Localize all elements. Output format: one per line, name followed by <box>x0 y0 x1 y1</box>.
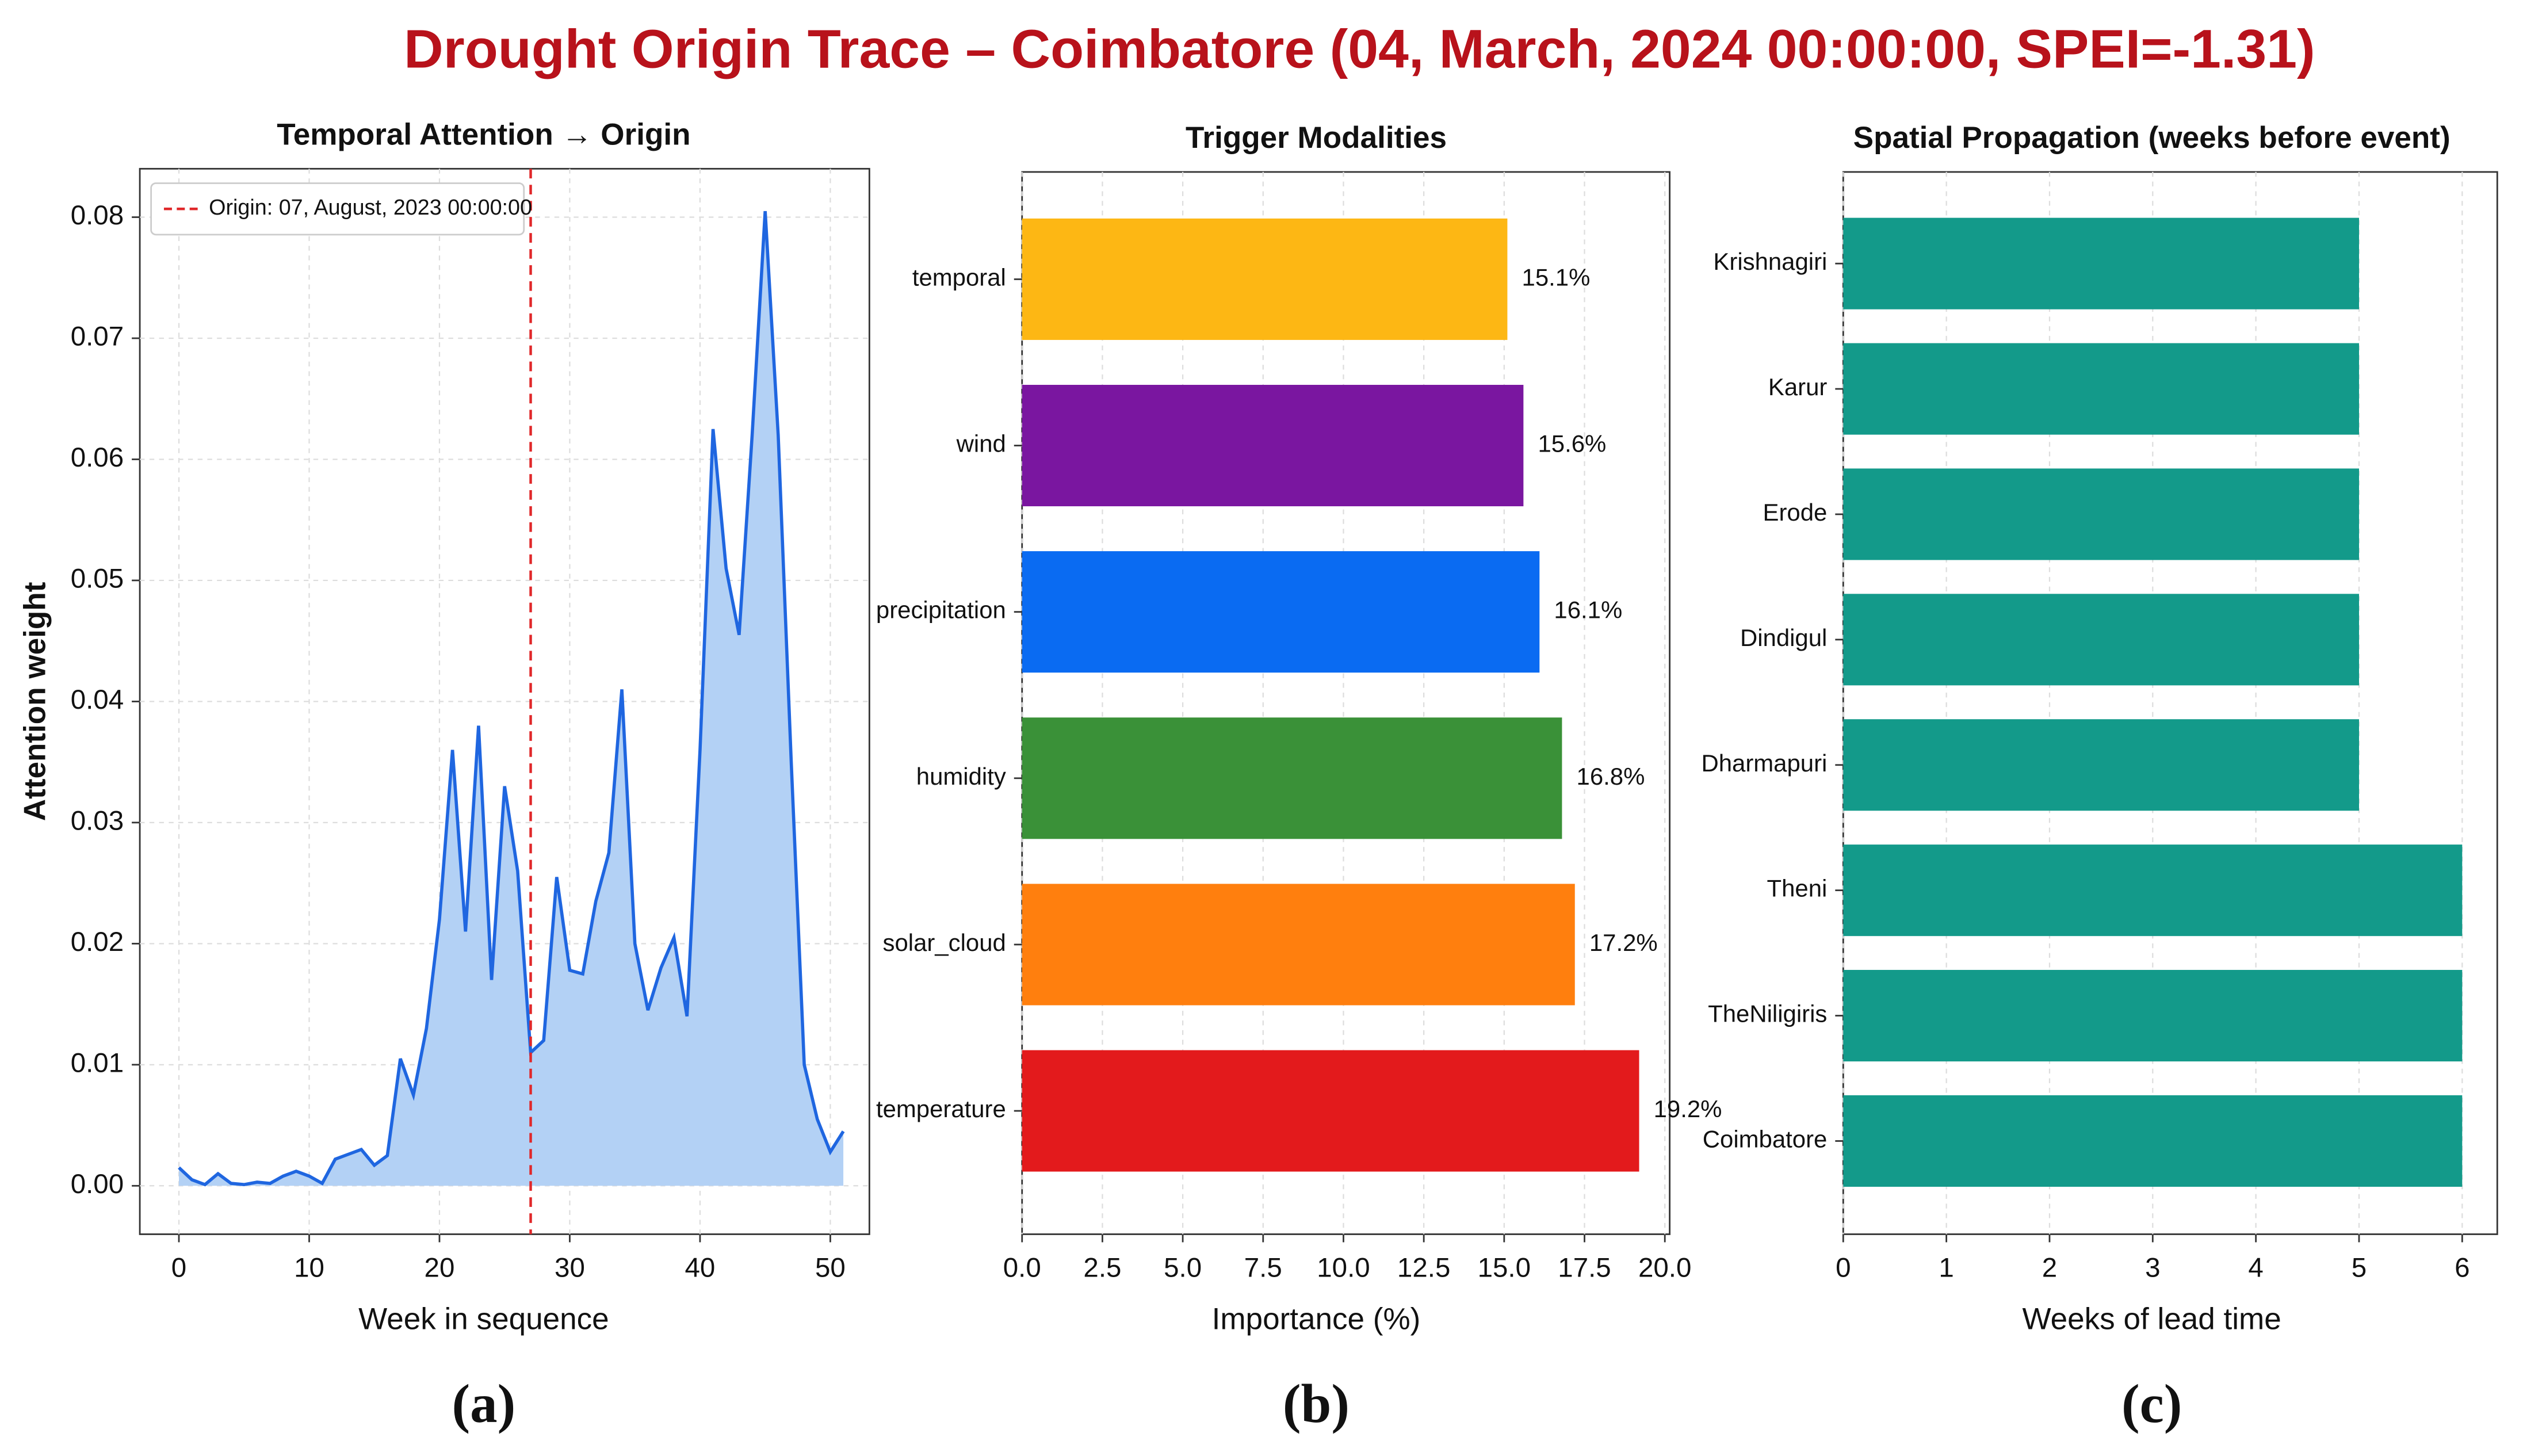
page-title: Drought Origin Trace – Coimbatore (04, M… <box>404 18 2315 79</box>
y-tick-label: 0.06 <box>71 442 124 473</box>
value-label: 17.2% <box>1589 929 1658 956</box>
x-tick-label: 5 <box>2352 1252 2367 1283</box>
x-axis-label: Importance (%) <box>1212 1302 1421 1336</box>
y-tick-label: Dindigul <box>1740 624 1827 651</box>
value-label: 19.2% <box>1654 1095 1722 1122</box>
x-tick-label: 40 <box>685 1252 716 1283</box>
value-label: 15.1% <box>1522 263 1591 291</box>
bar <box>1843 970 2463 1062</box>
subplot-title: Temporal Attention → Origin <box>277 117 690 151</box>
bar <box>1843 468 2359 560</box>
x-tick-label: 20.0 <box>1638 1252 1691 1283</box>
x-tick-label: 17.5 <box>1558 1252 1611 1283</box>
x-tick-label: 1 <box>1939 1252 1954 1283</box>
x-tick-label: 0 <box>171 1252 186 1283</box>
bar <box>1022 717 1562 839</box>
y-tick-label: TheNiligiris <box>1708 1000 1827 1027</box>
bar <box>1022 384 1524 507</box>
y-tick-label: wind <box>956 430 1006 457</box>
bar <box>1022 1050 1639 1172</box>
legend-box <box>150 182 525 236</box>
y-tick-label: temporal <box>912 263 1006 291</box>
y-tick-label: solar_cloud <box>883 929 1006 956</box>
y-tick-label: 0.07 <box>71 322 124 352</box>
x-tick-label: 3 <box>2145 1252 2160 1283</box>
plot-frame <box>1842 171 2498 1235</box>
value-label: 16.1% <box>1554 597 1622 624</box>
y-tick-label: 0.04 <box>71 685 124 715</box>
x-tick-label: 10 <box>294 1252 324 1283</box>
x-axis-label: Weeks of lead time <box>2023 1302 2281 1336</box>
bar <box>1022 218 1508 340</box>
bar <box>1843 594 2359 686</box>
bar <box>1843 844 2463 937</box>
bar <box>1843 719 2359 811</box>
x-tick-label: 4 <box>2248 1252 2263 1283</box>
y-tick-label: 0.01 <box>71 1048 124 1078</box>
x-tick-label: 2 <box>2042 1252 2057 1283</box>
y-tick-label: 0.08 <box>71 200 124 231</box>
y-tick-label: humidity <box>916 763 1006 790</box>
y-tick-label: Erode <box>1763 499 1828 526</box>
x-tick-label: 6 <box>2455 1252 2470 1283</box>
x-tick-label: 12.5 <box>1397 1252 1450 1283</box>
bar <box>1843 343 2359 435</box>
x-tick-label: 50 <box>815 1252 846 1283</box>
value-label: 15.6% <box>1538 430 1606 457</box>
x-tick-label: 15.0 <box>1478 1252 1531 1283</box>
subplot-title: Spatial Propagation (weeks before event) <box>1853 121 2451 155</box>
legend-label: Origin: 07, August, 2023 00:00:00 <box>209 195 532 219</box>
x-axis-label: Week in sequence <box>358 1302 609 1336</box>
y-tick-label: 0.02 <box>71 927 124 957</box>
x-tick-label: 5.0 <box>1164 1252 1202 1283</box>
value-label: 16.8% <box>1577 763 1645 790</box>
bar <box>1843 1095 2463 1187</box>
line <box>178 211 845 1187</box>
y-tick-label: 0.03 <box>71 805 124 836</box>
x-tick-label: 7.5 <box>1244 1252 1282 1283</box>
subplot-title: Trigger Modalities <box>1186 121 1447 155</box>
y-tick-label: temperature <box>876 1095 1006 1122</box>
y-tick-label: Dharmapuri <box>1702 750 1828 777</box>
y-tick-label: Theni <box>1767 875 1828 902</box>
x-tick-label: 2.5 <box>1083 1252 1121 1283</box>
panel-label: (b) <box>1283 1373 1350 1434</box>
y-tick-label: precipitation <box>876 597 1006 624</box>
y-axis-label: Attention weight <box>18 582 52 821</box>
x-tick-label: 10.0 <box>1317 1252 1370 1283</box>
area <box>179 211 844 1186</box>
y-tick-label: Krishnagiri <box>1713 248 1827 275</box>
bar <box>1022 551 1540 673</box>
panel-label: (a) <box>452 1373 516 1434</box>
panel-label: (c) <box>2121 1373 2182 1434</box>
y-tick-label: 0.00 <box>71 1169 124 1199</box>
x-tick-label: 0.0 <box>1003 1252 1041 1283</box>
bar <box>1022 884 1575 1006</box>
y-tick-label: 0.05 <box>71 563 124 594</box>
x-tick-label: 30 <box>555 1252 585 1283</box>
x-tick-label: 0 <box>1836 1252 1851 1283</box>
bar <box>1843 217 2359 309</box>
y-tick-label: Karur <box>1768 373 1827 400</box>
x-tick-label: 20 <box>425 1252 455 1283</box>
y-tick-label: Coimbatore <box>1703 1126 1828 1153</box>
